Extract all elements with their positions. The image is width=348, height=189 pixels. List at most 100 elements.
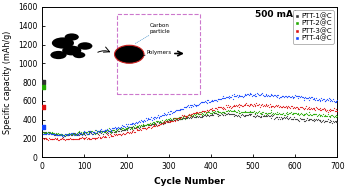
- Point: [95, 130, 101, 133]
- Point: [242, 93, 247, 96]
- Point: [197, 115, 203, 118]
- Point: [274, 96, 279, 99]
- Point: [291, 106, 296, 109]
- Point: [198, 115, 204, 118]
- Point: [213, 111, 219, 114]
- Point: [161, 121, 166, 124]
- Point: [262, 114, 268, 117]
- Point: [97, 129, 102, 132]
- Point: [270, 114, 275, 117]
- Point: [136, 120, 142, 123]
- Point: [234, 115, 240, 118]
- Point: [89, 137, 95, 140]
- Point: [227, 97, 232, 100]
- Point: [202, 113, 208, 116]
- Point: [194, 115, 199, 119]
- Point: [211, 111, 217, 114]
- Point: [314, 114, 320, 117]
- Point: [224, 112, 230, 115]
- Point: [292, 95, 297, 98]
- Point: [292, 118, 298, 121]
- Point: [257, 93, 262, 96]
- Point: [52, 137, 58, 140]
- Point: [71, 132, 76, 135]
- Point: [270, 93, 275, 96]
- Point: [255, 114, 261, 117]
- Point: [62, 132, 68, 136]
- Point: [280, 104, 286, 107]
- Point: [324, 115, 329, 118]
- Point: [145, 126, 150, 129]
- Point: [114, 133, 119, 136]
- Point: [210, 111, 215, 114]
- Point: [218, 106, 224, 109]
- Point: [191, 102, 197, 105]
- Point: [290, 111, 295, 114]
- Point: [75, 132, 80, 135]
- Point: [131, 131, 137, 134]
- Point: [163, 119, 169, 122]
- Point: [248, 92, 253, 95]
- Point: [113, 132, 118, 135]
- Point: [157, 120, 163, 123]
- Point: [323, 100, 328, 103]
- Point: [120, 125, 126, 128]
- Point: [125, 124, 130, 127]
- Point: [320, 98, 326, 101]
- Point: [125, 126, 130, 129]
- Point: [216, 114, 222, 117]
- Point: [215, 105, 220, 108]
- Point: [46, 137, 52, 140]
- Point: [211, 110, 216, 113]
- Point: [138, 124, 144, 127]
- Point: [215, 114, 220, 117]
- Ellipse shape: [52, 37, 74, 49]
- Point: [43, 131, 48, 134]
- Point: [46, 131, 52, 134]
- Point: [127, 130, 133, 133]
- Point: [110, 134, 116, 137]
- Point: [81, 130, 86, 133]
- Point: [223, 104, 229, 107]
- Point: [226, 95, 231, 98]
- Point: [176, 109, 182, 112]
- Point: [127, 126, 133, 129]
- Point: [197, 111, 203, 114]
- Point: [178, 117, 183, 120]
- Point: [44, 137, 49, 140]
- Point: [264, 111, 269, 114]
- Point: [63, 138, 69, 141]
- Point: [120, 124, 125, 127]
- Point: [136, 126, 142, 129]
- Point: [157, 121, 162, 124]
- Point: [275, 105, 280, 108]
- Point: [303, 112, 309, 115]
- Point: [309, 118, 315, 121]
- Point: [264, 114, 270, 117]
- Point: [93, 132, 98, 135]
- Point: [264, 114, 269, 117]
- Point: [298, 95, 304, 98]
- Point: [232, 95, 237, 98]
- Point: [186, 116, 192, 119]
- Point: [55, 133, 60, 136]
- Point: [200, 109, 205, 112]
- Point: [329, 119, 334, 122]
- Point: [162, 111, 167, 114]
- Point: [167, 112, 172, 115]
- Point: [140, 124, 145, 127]
- Point: [171, 118, 176, 121]
- Point: [294, 95, 300, 98]
- Point: [315, 98, 321, 101]
- Point: [85, 136, 90, 139]
- Point: [100, 130, 106, 133]
- Point: [81, 131, 86, 134]
- Point: [253, 112, 258, 115]
- Point: [307, 110, 312, 113]
- Point: [264, 112, 270, 115]
- Point: [84, 130, 90, 133]
- Point: [269, 116, 274, 119]
- Point: [185, 103, 191, 106]
- Point: [281, 96, 287, 99]
- Point: [58, 138, 64, 141]
